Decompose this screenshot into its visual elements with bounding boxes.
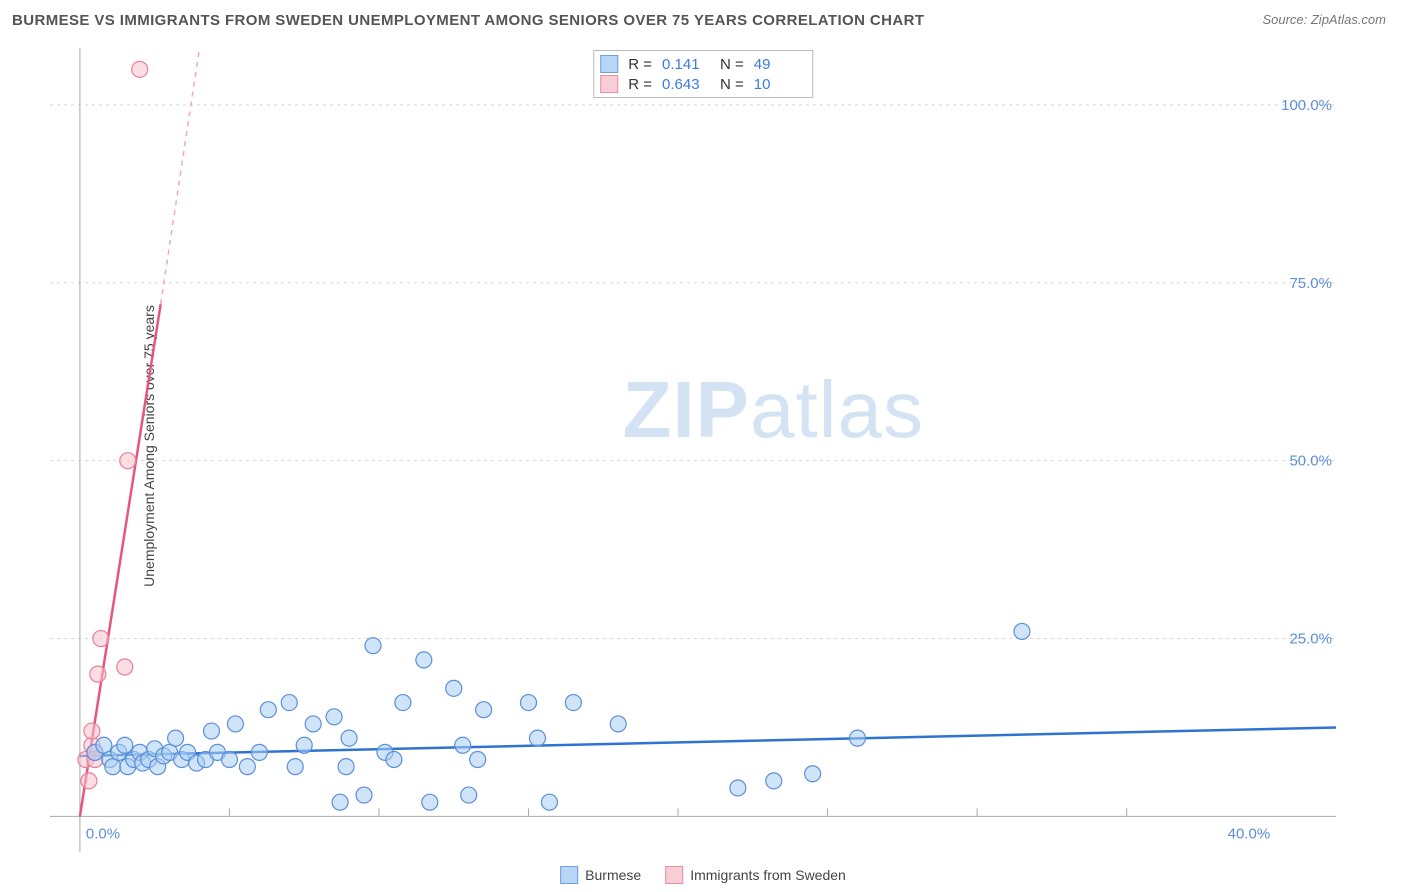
legend-item: Immigrants from Sweden bbox=[665, 866, 846, 884]
svg-text:75.0%: 75.0% bbox=[1289, 275, 1332, 292]
legend-swatch bbox=[600, 55, 618, 73]
n-value: 10 bbox=[754, 76, 802, 93]
stats-legend-row: R = 0.643 N = 10 bbox=[600, 74, 802, 94]
scatter-chart: 100.0% 75.0% 50.0% 25.0% 0.0% 40.0% bbox=[50, 48, 1336, 852]
svg-text:50.0%: 50.0% bbox=[1289, 453, 1332, 470]
chart-title: BURMESE VS IMMIGRANTS FROM SWEDEN UNEMPL… bbox=[12, 12, 924, 29]
r-label: R = bbox=[628, 76, 652, 93]
legend-swatch bbox=[600, 75, 618, 93]
stats-legend: R = 0.141 N = 49 R = 0.643 N = 10 bbox=[593, 50, 813, 98]
legend-swatch bbox=[665, 866, 683, 884]
stats-legend-row: R = 0.141 N = 49 bbox=[600, 54, 802, 74]
n-value: 49 bbox=[754, 56, 802, 73]
r-value: 0.141 bbox=[662, 56, 710, 73]
legend-label: Burmese bbox=[585, 867, 641, 883]
svg-text:100.0%: 100.0% bbox=[1281, 97, 1332, 114]
n-label: N = bbox=[720, 56, 744, 73]
legend-item: Burmese bbox=[560, 866, 641, 884]
svg-text:40.0%: 40.0% bbox=[1228, 825, 1271, 842]
svg-text:0.0%: 0.0% bbox=[86, 825, 120, 842]
svg-text:25.0%: 25.0% bbox=[1289, 631, 1332, 648]
r-label: R = bbox=[628, 56, 652, 73]
series-legend: Burmese Immigrants from Sweden bbox=[560, 866, 846, 884]
source-attribution: Source: ZipAtlas.com bbox=[1262, 12, 1386, 27]
n-label: N = bbox=[720, 76, 744, 93]
plot-svg: 100.0% 75.0% 50.0% 25.0% 0.0% 40.0% bbox=[50, 48, 1336, 852]
r-value: 0.643 bbox=[662, 76, 710, 93]
legend-swatch bbox=[560, 866, 578, 884]
legend-label: Immigrants from Sweden bbox=[690, 867, 846, 883]
